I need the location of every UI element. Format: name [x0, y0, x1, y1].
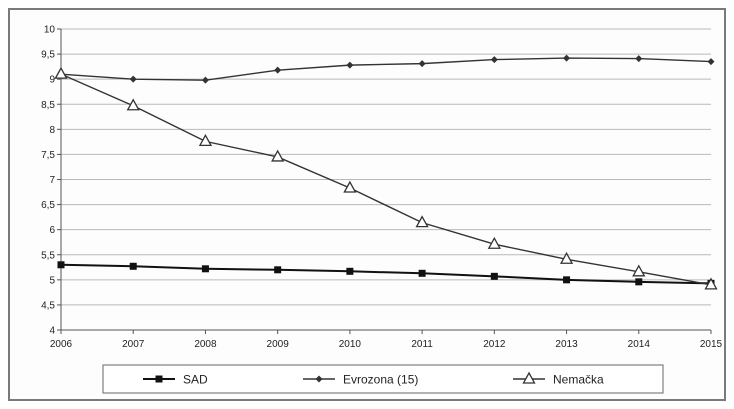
- series-sad: [57, 261, 715, 287]
- data-point-triangle: [343, 180, 357, 193]
- x-tick-label: 2014: [628, 339, 651, 350]
- data-point-diamond: [490, 56, 498, 64]
- data-point-square: [490, 272, 498, 280]
- y-tick-label: 4,5: [41, 300, 55, 311]
- y-tick-label: 5: [49, 275, 55, 286]
- y-tick-label: 10: [44, 25, 56, 36]
- data-point-diamond: [418, 60, 426, 68]
- data-point-square: [274, 266, 282, 274]
- data-point-square: [563, 276, 571, 284]
- data-point-triangle: [415, 215, 429, 228]
- data-point-square: [346, 267, 354, 275]
- series-line: [60, 57, 712, 81]
- y-axis-ticks: 4 4,5 5 5,5 6 6,5 7 7,5 8 8,5 9 9,5 10: [41, 25, 61, 337]
- y-tick-label: 9: [49, 75, 55, 86]
- y-tick-label: 7,5: [41, 150, 55, 161]
- data-point-square: [635, 278, 643, 286]
- y-tick-label: 8: [49, 125, 55, 136]
- y-tick-label: 9,5: [41, 50, 55, 61]
- series-layer: [54, 54, 718, 290]
- x-tick-label: 2012: [483, 339, 506, 350]
- data-point-diamond: [201, 76, 209, 84]
- series-line: [60, 73, 712, 286]
- line-chart: 44,555,566,577,588,599,510 2006 2007 2008 2…: [41, 25, 723, 394]
- data-point-triangle: [487, 236, 501, 249]
- x-tick-label: 2009: [267, 339, 290, 350]
- data-point-triangle: [559, 251, 574, 264]
- data-point-triangle: [704, 277, 718, 290]
- x-tick-label: 2007: [122, 339, 145, 350]
- x-tick-label: 2008: [194, 339, 217, 350]
- x-axis-ticks: 2006 2007 2008 2009 2010 2011 2012 2013 2014 2015: [50, 330, 723, 350]
- y-tick-label: 7: [49, 175, 55, 186]
- data-point-triangle: [632, 264, 646, 277]
- series-nema-ka: [54, 66, 718, 290]
- y-tick-label: 6: [49, 225, 55, 236]
- gridlines: [61, 28, 711, 331]
- data-point-diamond: [129, 75, 137, 83]
- chart-frame: 4 4,5 5 5,5 6 6,5 7 7,5 8 8,5 9 9,5 10 2006 2007 2008 2…: [8, 8, 726, 401]
- data-point-square: [57, 261, 65, 269]
- x-tick-label: 2006: [50, 339, 73, 350]
- data-point-diamond: [707, 58, 715, 66]
- data-point-diamond: [315, 375, 323, 383]
- y-tick-label: 5,5: [41, 250, 55, 261]
- data-point-diamond: [635, 55, 643, 63]
- x-tick-label: 2010: [339, 339, 362, 350]
- data-point-square: [201, 265, 209, 273]
- legend-label: Nemačka: [553, 373, 604, 387]
- data-point-triangle: [54, 66, 68, 79]
- y-tick-label: 4: [49, 326, 55, 337]
- data-point-triangle: [522, 371, 536, 384]
- legend: SAD Evrozona (15) Nemačka: [102, 364, 664, 394]
- data-point-square: [418, 269, 426, 277]
- x-tick-label: 2013: [555, 339, 578, 350]
- data-point-diamond: [346, 61, 354, 69]
- legend-label: Evrozona (15): [343, 373, 418, 387]
- series-line: [60, 263, 712, 285]
- data-point-triangle: [271, 149, 285, 162]
- x-tick-label: 2015: [700, 339, 723, 350]
- data-point-diamond: [563, 54, 571, 62]
- legend-box: [102, 364, 664, 394]
- legend-label: SAD: [183, 373, 208, 387]
- y-tick-label: 6,5: [41, 200, 55, 211]
- data-point-diamond: [274, 66, 282, 74]
- y-tick-label: 8,5: [41, 100, 55, 111]
- data-point-square: [129, 262, 137, 270]
- x-tick-label: 2011: [411, 339, 433, 350]
- data-point-square: [155, 375, 163, 383]
- data-point-triangle: [198, 134, 213, 147]
- data-point-triangle: [126, 98, 140, 111]
